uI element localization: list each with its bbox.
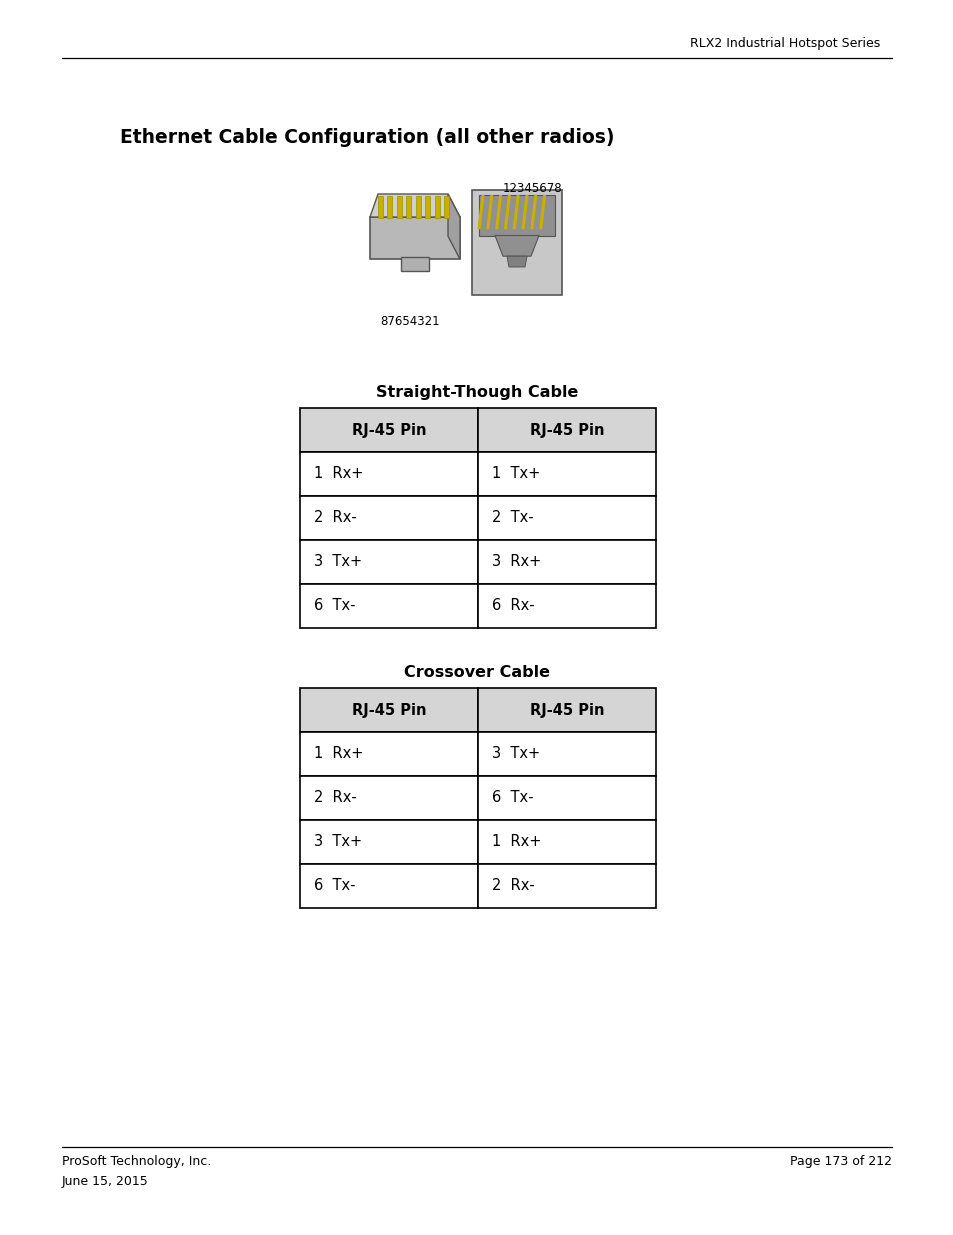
Text: 6  Rx-: 6 Rx- [492,599,534,614]
Text: Page 173 of 212: Page 173 of 212 [789,1155,891,1168]
Text: Crossover Cable: Crossover Cable [403,664,550,680]
Bar [299,496,477,540]
Text: 12345678: 12345678 [501,182,561,195]
Bar [299,584,477,629]
Bar [478,195,555,236]
Text: 3  Tx+: 3 Tx+ [314,835,362,850]
Bar [299,688,477,732]
Text: 87654321: 87654321 [380,315,439,329]
Bar [477,408,656,452]
Bar [299,864,477,908]
Text: Ethernet Cable Configuration (all other radios): Ethernet Cable Configuration (all other … [120,128,614,147]
Bar [472,190,561,295]
Text: 2  Rx-: 2 Rx- [314,790,356,805]
Bar [477,584,656,629]
Bar [416,196,420,219]
Bar [377,196,382,219]
Text: Straight-Though Cable: Straight-Though Cable [375,385,578,400]
Text: 3  Tx+: 3 Tx+ [492,746,539,762]
Text: 6  Tx-: 6 Tx- [314,878,355,893]
Text: 1  Rx+: 1 Rx+ [492,835,540,850]
Bar [444,196,449,219]
Bar [387,196,392,219]
Polygon shape [370,194,459,217]
Bar [370,217,459,259]
Bar [299,408,477,452]
Bar [299,732,477,776]
Bar [477,776,656,820]
Bar [477,820,656,864]
Bar [477,688,656,732]
Bar [477,732,656,776]
Bar [477,496,656,540]
Text: 3  Tx+: 3 Tx+ [314,555,362,569]
Text: 6  Tx-: 6 Tx- [314,599,355,614]
Bar [425,196,430,219]
Text: 2  Tx-: 2 Tx- [492,510,533,526]
Text: June 15, 2015: June 15, 2015 [62,1174,149,1188]
Bar [406,196,411,219]
Text: RJ-45 Pin: RJ-45 Pin [529,422,603,437]
Text: 1  Rx+: 1 Rx+ [314,746,363,762]
Text: 3  Rx+: 3 Rx+ [492,555,540,569]
Text: 6  Tx-: 6 Tx- [492,790,533,805]
Bar [435,196,439,219]
Polygon shape [495,236,538,256]
Text: RJ-45 Pin: RJ-45 Pin [352,422,426,437]
Text: RJ-45 Pin: RJ-45 Pin [529,703,603,718]
Text: RLX2 Industrial Hotspot Series: RLX2 Industrial Hotspot Series [689,37,879,49]
Bar [396,196,401,219]
Bar [400,257,429,272]
Bar [477,864,656,908]
Bar [299,776,477,820]
Text: 2  Rx-: 2 Rx- [314,510,356,526]
Text: 1  Rx+: 1 Rx+ [314,467,363,482]
Bar [477,540,656,584]
Bar [299,540,477,584]
Text: RJ-45 Pin: RJ-45 Pin [352,703,426,718]
Text: 1  Tx+: 1 Tx+ [492,467,539,482]
Bar [299,452,477,496]
Text: ProSoft Technology, Inc.: ProSoft Technology, Inc. [62,1155,211,1168]
Polygon shape [506,256,526,267]
Polygon shape [448,194,459,259]
Text: 2  Rx-: 2 Rx- [492,878,535,893]
Bar [477,452,656,496]
Bar [299,820,477,864]
